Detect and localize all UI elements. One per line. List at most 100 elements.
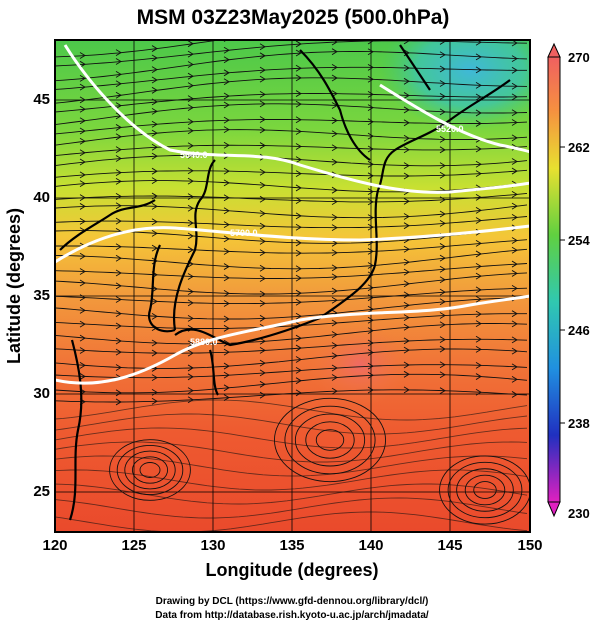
streamline-arrow — [511, 158, 518, 165]
streamline-arrow — [367, 132, 374, 140]
streamline — [55, 287, 528, 305]
streamline-arrow — [475, 81, 482, 89]
streamline-arrow — [367, 327, 374, 335]
streamline-arrow — [259, 299, 266, 307]
streamline-arrow — [295, 156, 302, 164]
streamline-arrow — [403, 119, 410, 127]
streamline-arrow — [259, 195, 266, 203]
colorbar-strip — [547, 56, 561, 503]
streamline-arrow — [475, 93, 482, 101]
streamline-arrow — [367, 339, 374, 347]
streamline-arrow — [79, 294, 86, 302]
streamline-arrow — [475, 160, 482, 168]
streamline-arrow — [223, 362, 230, 370]
streamline-arrow — [511, 202, 518, 210]
streamline-arrow — [475, 310, 482, 318]
streamline-arrow — [259, 66, 266, 74]
streamline-arrow — [331, 342, 338, 349]
streamline-arrow — [367, 214, 374, 222]
contour-line — [63, 44, 530, 194]
streamline-arrow — [115, 282, 122, 290]
streamline — [55, 373, 528, 394]
streamline-arrow — [259, 75, 266, 83]
streamline-arrow — [331, 198, 338, 206]
eddy-streamline — [139, 462, 161, 478]
streamline — [55, 103, 528, 126]
streamline-arrow — [367, 305, 374, 313]
streamline-arrow — [512, 27, 517, 33]
streamline — [55, 441, 528, 463]
streamline-arrow — [511, 246, 518, 254]
streamline-arrow — [295, 170, 302, 177]
eddy-streamline — [124, 450, 176, 490]
streamline-arrow — [403, 386, 410, 394]
streamline-arrow — [367, 91, 374, 98]
streamline-arrow — [223, 315, 230, 323]
streamline-arrow — [295, 64, 302, 72]
streamline-arrow — [187, 72, 194, 80]
streamline-arrow — [403, 106, 410, 114]
y-tick-label: 35 — [33, 287, 50, 304]
streamline-arrow — [187, 50, 194, 58]
streamline-arrow — [367, 64, 374, 71]
streamline-arrow — [295, 367, 302, 374]
streamline-arrow — [331, 387, 338, 395]
credit-drawing: Drawing by DCL (https://www.gfd-dennou.o… — [156, 596, 429, 607]
streamline-arrow — [187, 40, 194, 48]
streamline-arrow — [475, 206, 482, 214]
streamline-arrow — [367, 104, 374, 112]
streamline-arrow — [295, 90, 302, 97]
streamline-arrow — [331, 213, 338, 221]
streamline-arrow — [475, 193, 482, 201]
streamline-arrow — [439, 265, 446, 273]
streamline — [55, 154, 528, 167]
x-tick-label: 140 — [358, 537, 383, 554]
streamline-arrow — [187, 118, 194, 126]
streamline-arrow — [115, 202, 122, 210]
streamline-arrow — [403, 337, 410, 345]
streamline — [55, 144, 528, 157]
streamline-arrow — [295, 344, 302, 352]
streamline-arrow — [115, 296, 122, 303]
streamline-arrow — [151, 76, 158, 84]
streamline-arrow — [259, 359, 266, 367]
streamline-arrow — [79, 203, 86, 210]
streamline-arrow — [79, 361, 86, 369]
streamline-arrow — [223, 92, 230, 100]
colorbar-label: 254 — [568, 233, 590, 248]
streamline-arrow — [367, 198, 374, 206]
streamline-arrow — [331, 239, 338, 247]
streamline-arrow — [151, 229, 158, 237]
streamline-arrow — [223, 371, 230, 379]
streamline-arrow — [187, 167, 194, 175]
streamline-arrow — [223, 263, 230, 270]
streamline-arrow — [79, 60, 86, 68]
streamline-arrow — [115, 70, 122, 78]
streamline-arrow — [223, 324, 230, 332]
streamline-arrow — [79, 334, 86, 342]
streamline-arrow — [295, 100, 302, 108]
streamline-arrow — [475, 373, 482, 380]
streamline-arrow — [187, 104, 194, 111]
streamline-arrow — [223, 194, 230, 202]
streamline-arrow — [367, 248, 374, 255]
streamline — [55, 364, 528, 379]
streamline-arrow — [223, 167, 230, 175]
streamline-arrow — [331, 48, 338, 56]
streamline-arrow — [223, 274, 230, 282]
streamline-arrow — [367, 223, 374, 231]
streamline-arrow — [439, 243, 446, 250]
streamline-arrow — [403, 146, 410, 154]
streamline-arrow — [115, 58, 122, 65]
streamline-arrow — [115, 124, 122, 131]
streamline-arrow — [187, 232, 194, 240]
streamline-arrow — [79, 180, 86, 188]
streamline-arrow — [511, 66, 518, 74]
y-axis-title: Latitude (degrees) — [4, 208, 24, 364]
streamline — [55, 348, 528, 369]
streamline-arrow — [511, 270, 518, 277]
streamline-arrow — [79, 52, 86, 59]
streamline-arrow — [511, 40, 518, 47]
credit-data-source: Data from http://database.rish.kyoto-u.a… — [155, 610, 429, 621]
streamline-arrow — [331, 319, 338, 327]
